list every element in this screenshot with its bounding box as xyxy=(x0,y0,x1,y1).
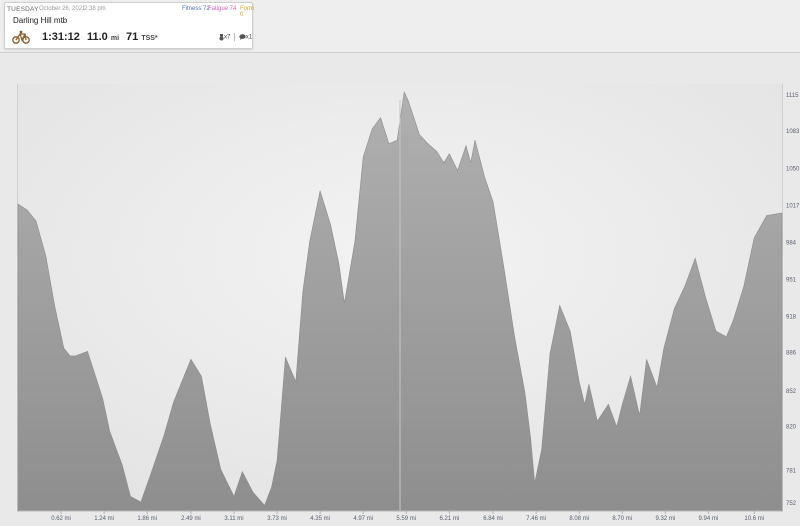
distance-value: 11.0 xyxy=(87,31,108,43)
y-tick-label: 1017 xyxy=(786,203,800,209)
bike-icon xyxy=(12,30,30,44)
x-tick-label: 3.73 mi xyxy=(267,516,287,522)
x-tick-label: 8.70 mi xyxy=(612,516,632,522)
x-tick-label: 0.62 mi xyxy=(51,516,71,522)
x-tick-label: 6.21 mi xyxy=(439,516,459,522)
workout-time: 2:38 pm xyxy=(84,6,106,12)
y-tick-label: 752 xyxy=(786,501,797,507)
x-tick-label: 4.35 mi xyxy=(310,516,330,522)
fitness-value: Fitness 72 xyxy=(182,6,210,12)
x-tick-label: 9.94 mi xyxy=(699,516,719,522)
workout-badges: x7 x1 xyxy=(219,33,252,41)
workout-distance: 11.0 mi xyxy=(87,31,119,43)
workout-date: October 26, 2021 xyxy=(39,6,86,12)
badge-divider xyxy=(234,33,236,41)
x-tick-label: 9.32 mi xyxy=(655,516,675,522)
y-tick-label: 886 xyxy=(786,351,797,357)
x-tick-label: 2.49 mi xyxy=(181,516,201,522)
workout-duration: 1:31:12 xyxy=(42,31,80,43)
x-tick-label: 4.97 mi xyxy=(353,516,373,522)
y-tick-label: 1115 xyxy=(786,93,799,99)
x-tick-label: 8.08 mi xyxy=(569,516,589,522)
comment-count: x1 xyxy=(245,34,253,41)
fatigue-value: Fatigue 74 xyxy=(208,6,237,12)
x-tick-label: 5.59 mi xyxy=(396,516,416,522)
workout-summary-card[interactable]: TUESDAY October 26, 2021 2:38 pm Fitness… xyxy=(4,2,254,49)
y-axis-ticks: 752 781 820 852 886 918 951 984 1017 1050 1083 1115 xyxy=(786,93,800,507)
y-tick-label: 781 xyxy=(786,469,797,475)
tss-unit: TSS* xyxy=(141,35,158,42)
x-tick-label: 1.86 mi xyxy=(137,516,157,522)
y-tick-label: 1083 xyxy=(786,129,800,135)
workout-title: Darling Hill mtb xyxy=(13,16,68,25)
workout-tss: 71 TSS* xyxy=(126,31,158,43)
form-value: Form 0 xyxy=(240,6,254,18)
x-axis-ticks: 0.62 mi 1.24 mi 1.86 mi 2.49 mi 3.11 mi 3.73 … xyxy=(51,511,764,522)
y-tick-label: 852 xyxy=(786,389,797,395)
x-tick-label: 1.24 mi xyxy=(94,516,114,522)
x-tick-label: 6.84 mi xyxy=(483,516,503,522)
distance-unit: mi xyxy=(110,35,120,42)
y-tick-label: 984 xyxy=(786,240,797,246)
y-tick-label: 918 xyxy=(786,315,797,321)
medal-count: x7 xyxy=(224,34,231,41)
comment-icon[interactable] xyxy=(238,34,246,40)
medal-icon[interactable] xyxy=(219,33,224,41)
tss-value: 71 xyxy=(126,31,139,43)
x-tick-label: 3.11 mi xyxy=(224,516,243,522)
y-tick-label: 820 xyxy=(786,425,797,431)
y-tick-label: 1050 xyxy=(786,166,800,172)
x-tick-label: 7.46 mi xyxy=(526,516,546,522)
workout-day: TUESDAY xyxy=(7,6,39,13)
x-tick-label: 10.6 mi xyxy=(744,516,764,522)
y-tick-label: 951 xyxy=(786,278,797,284)
